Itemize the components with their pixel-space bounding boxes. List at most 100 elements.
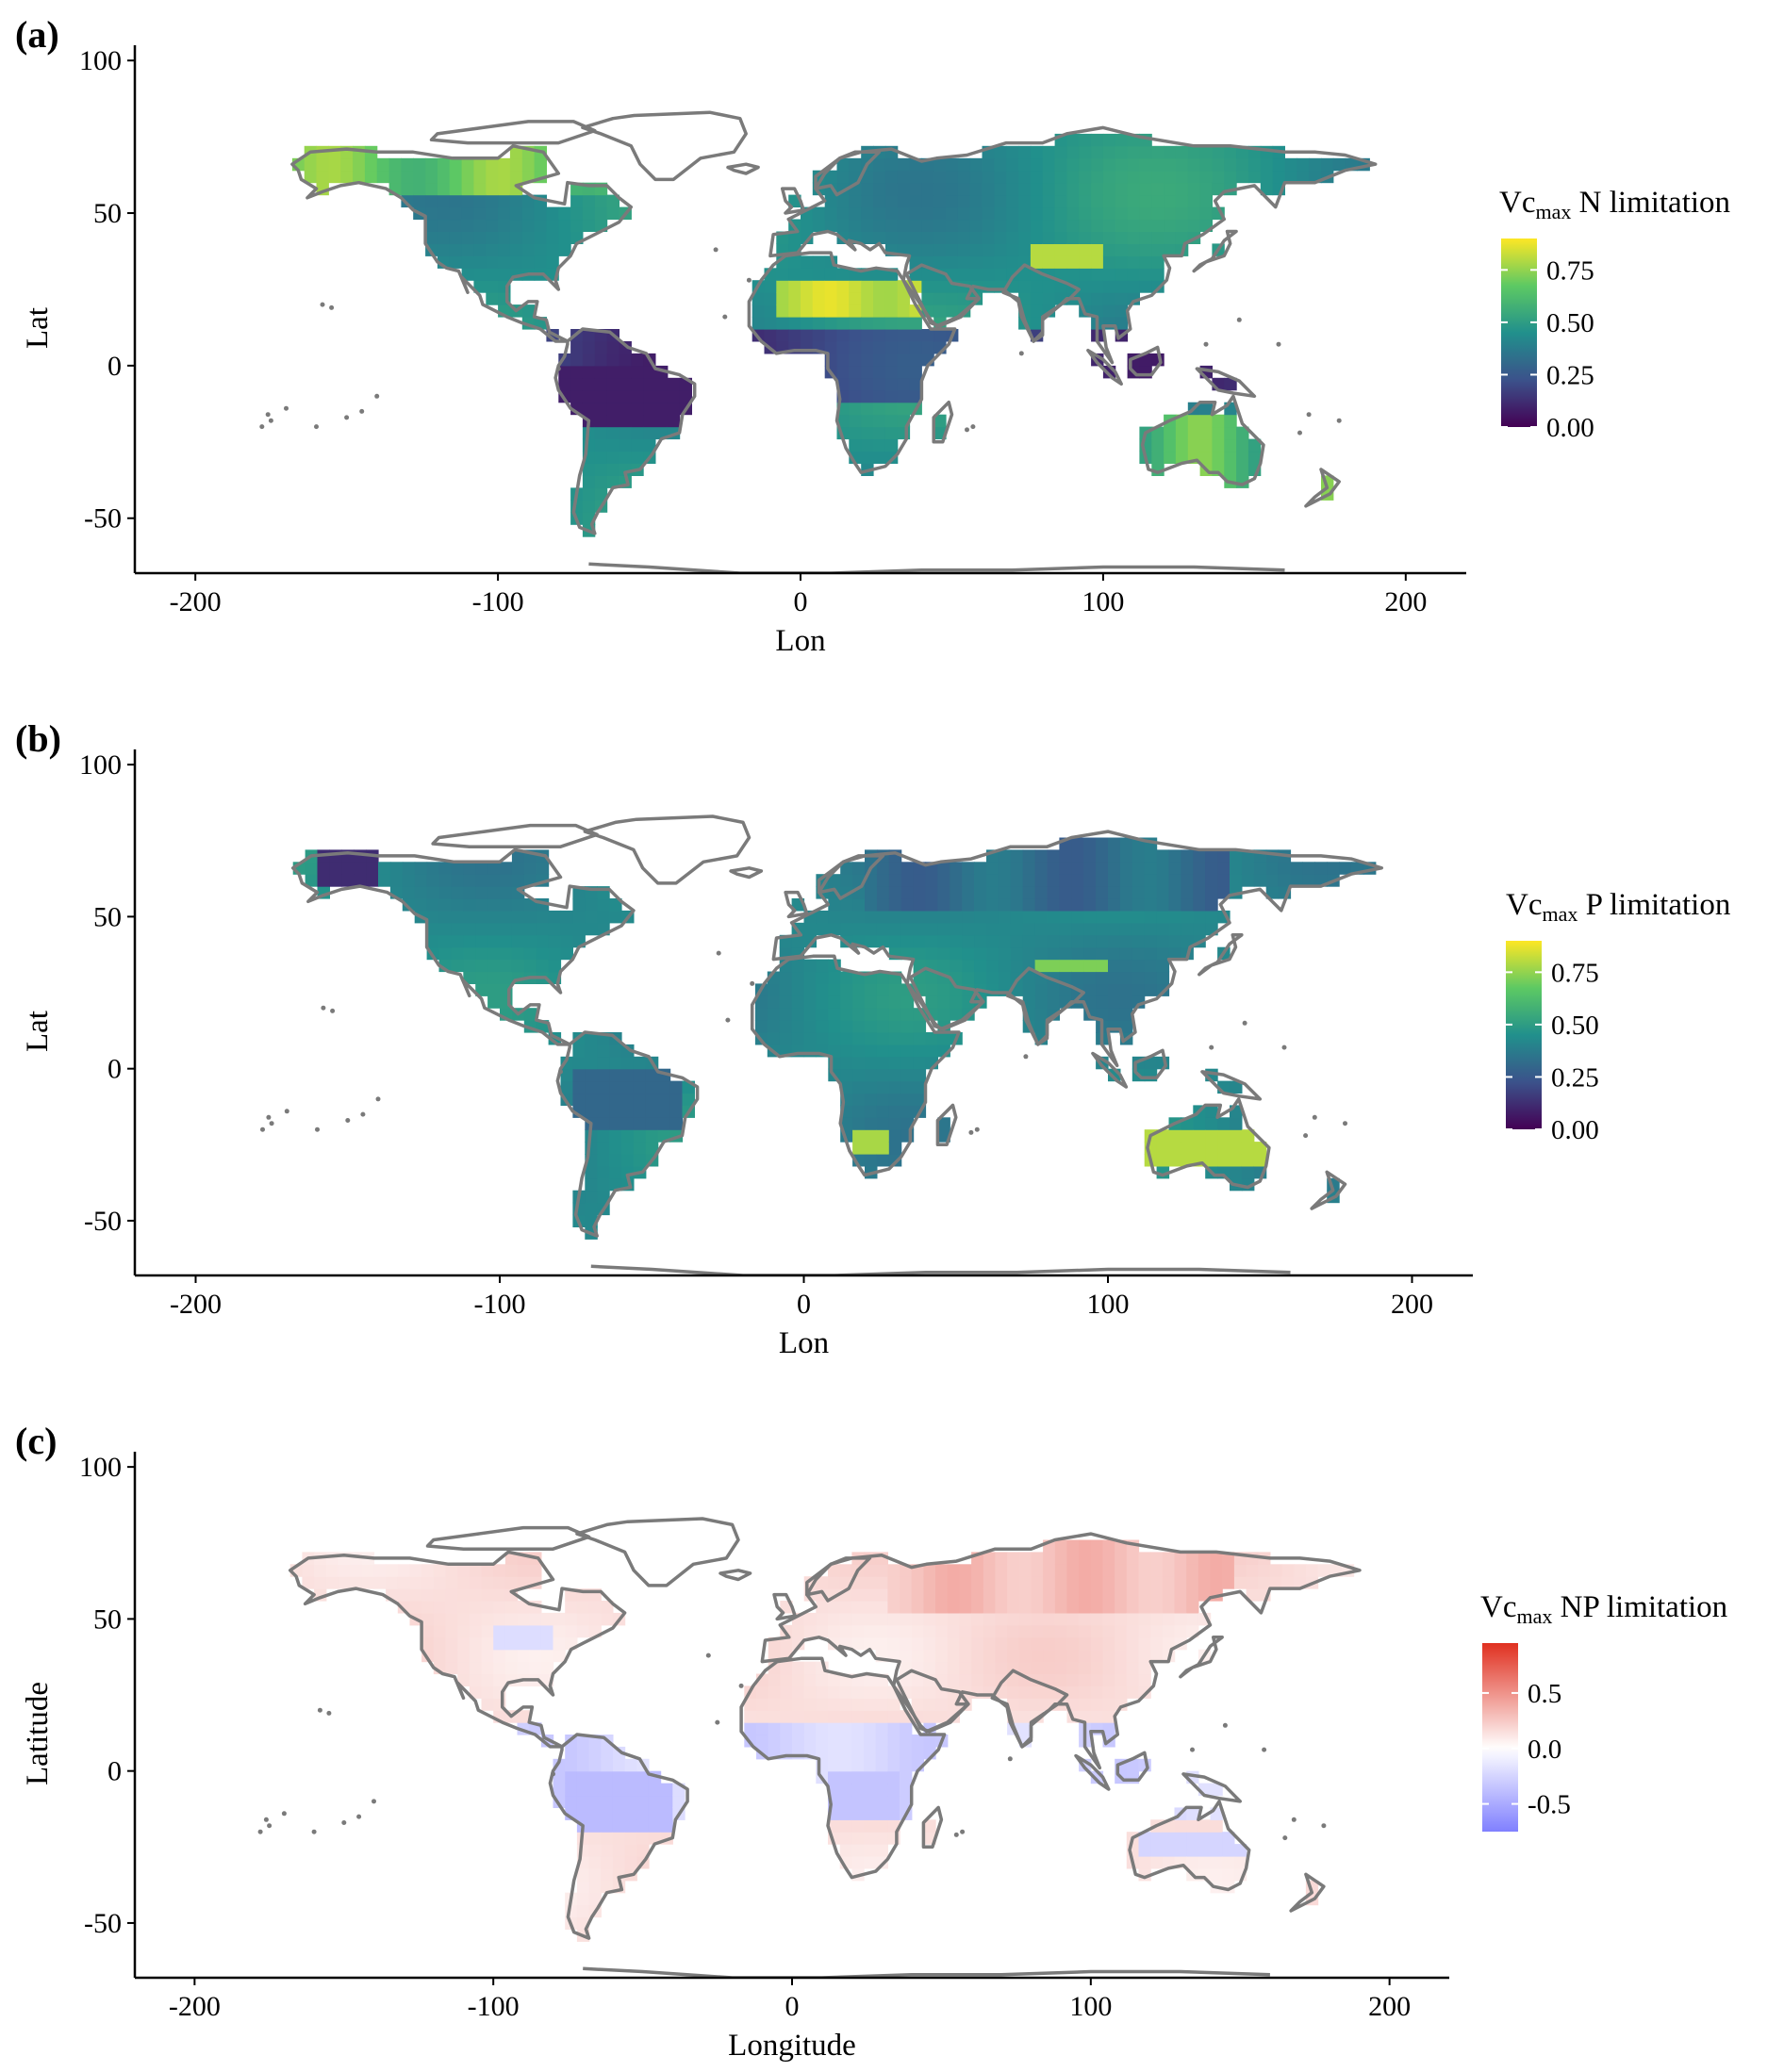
- heatmap-cell: [900, 862, 915, 875]
- heatmap-cell: [1186, 1564, 1199, 1577]
- heatmap-cell: [828, 1686, 841, 1699]
- heatmap-cell: [631, 353, 644, 367]
- heatmap-cell: [1079, 1612, 1092, 1626]
- heatmap-cell: [839, 1795, 852, 1808]
- y-tick-label: -50: [84, 1206, 122, 1237]
- heatmap-cell: [1260, 157, 1274, 172]
- heatmap-cell: [585, 910, 598, 924]
- y-tick-label: 100: [79, 749, 122, 781]
- heatmap-cell: [511, 922, 525, 936]
- heatmap-cell: [1018, 231, 1032, 244]
- heatmap-cell: [487, 995, 501, 1009]
- heatmap-cell: [1079, 1624, 1092, 1638]
- heatmap-cell: [1102, 1564, 1115, 1577]
- heatmap-cell: [950, 910, 963, 924]
- heatmap-cell: [935, 1636, 949, 1651]
- heatmap-cell: [1030, 219, 1044, 232]
- heatmap-cell: [792, 1661, 805, 1675]
- heatmap-cell: [849, 206, 862, 221]
- heatmap-cell: [645, 1142, 659, 1155]
- heatmap-cell: [1115, 219, 1129, 232]
- heatmap-cell: [851, 1758, 865, 1772]
- legend-tick-label: 0.75: [1551, 958, 1599, 988]
- heatmap-cell: [1174, 1819, 1187, 1833]
- heatmap-cell: [1151, 243, 1165, 256]
- heatmap-cell: [982, 157, 995, 172]
- heatmap-cell: [1269, 1564, 1283, 1577]
- heatmap-cell: [935, 1649, 949, 1663]
- heatmap-cell: [852, 1080, 866, 1094]
- heatmap-cell: [865, 1032, 878, 1045]
- heatmap-cell: [836, 206, 850, 221]
- heatmap-cell: [585, 898, 598, 912]
- heatmap-cell: [1079, 1576, 1092, 1589]
- heatmap-cell: [900, 1795, 913, 1808]
- heatmap-cell: [1115, 133, 1129, 147]
- heatmap-cell: [884, 157, 899, 172]
- heatmap-cell: [529, 1612, 542, 1626]
- coastline-southAmerica: [553, 327, 697, 535]
- heatmap-cell: [558, 219, 571, 232]
- heatmap-cell: [1007, 1686, 1020, 1699]
- coastline-southAmerica: [555, 1030, 700, 1238]
- heatmap-cell: [887, 1698, 900, 1711]
- heatmap-cell: [565, 1624, 578, 1638]
- heatmap-cell: [594, 389, 608, 403]
- heatmap-cell: [619, 426, 632, 440]
- heatmap-cell: [921, 341, 934, 354]
- legend-title-rest: P limitation: [1578, 888, 1730, 922]
- heatmap-cell: [325, 1564, 339, 1577]
- heatmap-cell: [852, 1129, 866, 1143]
- heatmap-cell: [865, 983, 878, 996]
- heatmap-cell: [888, 898, 902, 912]
- heatmap-cell: [500, 910, 513, 924]
- heatmap-cell: [643, 438, 656, 452]
- legend-title: Vcmax P limitation: [1506, 888, 1730, 926]
- heatmap-cell: [609, 1165, 622, 1179]
- heatmap-cell: [612, 1795, 626, 1808]
- heatmap-cell: [947, 1661, 960, 1675]
- heatmap-cell: [1224, 170, 1237, 184]
- heatmap-cell: [1126, 1636, 1140, 1651]
- island-dot: [326, 1710, 332, 1716]
- heatmap-cell: [314, 1564, 327, 1577]
- heatmap-cell: [1241, 1129, 1255, 1143]
- heatmap-cell: [864, 1624, 877, 1638]
- heatmap-cell: [1031, 1564, 1044, 1577]
- heatmap-cell: [1090, 1636, 1104, 1651]
- heatmap-cell: [548, 946, 562, 961]
- heatmap-cell: [861, 438, 874, 452]
- heatmap-cell: [779, 983, 793, 996]
- heatmap-cell: [887, 1735, 900, 1748]
- heatmap-cell: [1059, 874, 1072, 887]
- heatmap-cell: [836, 365, 850, 379]
- heatmap-cell: [803, 1044, 817, 1058]
- heatmap-cell: [1083, 971, 1097, 984]
- heatmap-cell: [1150, 1624, 1164, 1638]
- island-dot: [372, 1799, 376, 1804]
- heatmap-cell: [1090, 1710, 1104, 1723]
- coastline-greenland: [575, 1517, 740, 1587]
- heatmap-cell: [801, 329, 814, 342]
- heatmap-cell: [1138, 1564, 1151, 1577]
- heatmap-cell: [994, 255, 1007, 269]
- heatmap-cell: [1079, 145, 1092, 159]
- heatmap-cell: [1236, 157, 1249, 172]
- heatmap-cell: [803, 1661, 817, 1675]
- heatmap-cell: [338, 1576, 351, 1589]
- heatmap-cell: [414, 886, 428, 899]
- heatmap-cell: [657, 1117, 671, 1130]
- heatmap-cell: [669, 1105, 684, 1118]
- heatmap-cell: [946, 182, 959, 196]
- heatmap-cell: [582, 206, 596, 221]
- heatmap-cell: [1138, 1624, 1151, 1638]
- heatmap-cell: [669, 1080, 684, 1094]
- heatmap-cell: [971, 1612, 984, 1626]
- heatmap-cell: [1164, 157, 1177, 172]
- heatmap-cell: [1071, 862, 1084, 875]
- heatmap-cell: [1150, 1588, 1164, 1602]
- heatmap-cell: [1030, 194, 1044, 208]
- heatmap-cell: [1150, 1636, 1164, 1651]
- heatmap-cell: [546, 243, 559, 256]
- heatmap-cell: [534, 219, 547, 232]
